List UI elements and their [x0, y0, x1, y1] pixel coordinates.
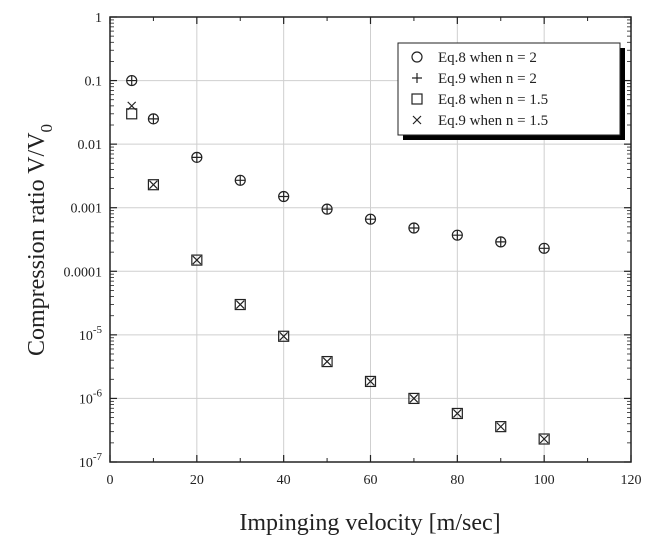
- legend: Eq.8 when n = 2 Eq.9 when n = 2 Eq.8 when …: [397, 42, 625, 140]
- y-tick-label: 0.001: [71, 202, 103, 217]
- series-2: [126, 75, 550, 254]
- data-point-plus: [408, 222, 419, 233]
- grid-lines: [110, 17, 631, 462]
- series-3: [126, 108, 550, 445]
- legend-label: Eq.9 when n = 2: [438, 71, 537, 87]
- data-point-plus: [278, 191, 289, 202]
- data-point-plus: [365, 214, 376, 225]
- y-axis-title-subscript: 0: [37, 124, 56, 133]
- data-point-square: [321, 355, 333, 368]
- data-point-square: [408, 392, 420, 405]
- y-tick-label: 10-6: [79, 387, 103, 407]
- x-tick-label: 120: [621, 473, 642, 488]
- axis-ticks: 0 20 40 60 80 100 120 1 0.1 0.01 0.001 0.0001 10-5 10…: [64, 11, 642, 488]
- data-point-plus: [126, 75, 137, 86]
- y-axis-title: Compression ratio V/V0: [24, 124, 56, 356]
- y-axis-title-main: Compression ratio V/V: [24, 132, 50, 356]
- data-point-square: [126, 108, 138, 120]
- data-point-plus: [148, 113, 159, 124]
- data-point-square: [147, 179, 160, 191]
- data-point-cross: [279, 331, 289, 341]
- data-point-cross: [192, 255, 202, 265]
- data-point-plus: [322, 204, 333, 215]
- data-point-cross: [322, 357, 332, 366]
- data-markers: [126, 74, 550, 445]
- legend-label: Eq.8 when n = 2: [438, 50, 537, 66]
- x-tick-label: 60: [364, 473, 378, 488]
- data-point-plus: [235, 175, 246, 186]
- x-tick-label: 40: [277, 473, 291, 488]
- data-point-cross: [452, 409, 462, 418]
- x-tick-label: 80: [450, 473, 464, 488]
- x-tick-label: 100: [534, 473, 555, 488]
- data-point-cross: [496, 422, 506, 432]
- y-tick-label: 0.0001: [64, 265, 103, 280]
- data-point-cross: [366, 377, 375, 386]
- data-point-plus: [539, 243, 550, 254]
- legend-label: Eq.8 when n = 1.5: [438, 92, 548, 108]
- data-point-cross: [127, 101, 137, 111]
- y-tick-label: 10-7: [79, 451, 103, 471]
- y-tick-label: 10-5: [79, 324, 103, 344]
- data-point-plus: [495, 236, 506, 247]
- data-point-square: [451, 407, 463, 420]
- data-point-cross: [148, 180, 158, 190]
- data-point-plus: [191, 152, 202, 163]
- data-point-cross: [235, 300, 245, 309]
- data-point-square: [191, 254, 203, 266]
- series-4: [127, 101, 549, 444]
- y-tick-label: 0.1: [85, 75, 103, 90]
- data-point-square: [538, 433, 550, 445]
- x-axis-title: Impinging velocity [m/sec]: [239, 510, 500, 536]
- legend-box: [397, 42, 621, 136]
- data-point-square: [234, 298, 246, 311]
- legend-label: Eq.9 when n = 1.5: [438, 113, 548, 129]
- data-point-cross: [539, 434, 549, 444]
- y-tick-label: 0.01: [78, 138, 103, 153]
- legend-marker-square: [411, 93, 423, 105]
- data-point-square: [364, 375, 377, 388]
- legend-marker-plus: [412, 73, 422, 83]
- x-tick-label: 0: [107, 473, 114, 488]
- legend-marker-cross: [412, 115, 422, 125]
- y-tick-label: 1: [95, 11, 102, 26]
- legend-marker-circle: [411, 51, 423, 63]
- x-tick-label: 20: [190, 473, 204, 488]
- data-point-cross: [409, 394, 419, 403]
- data-point-square: [278, 330, 290, 342]
- data-point-plus: [452, 230, 463, 241]
- data-point-square: [495, 421, 507, 433]
